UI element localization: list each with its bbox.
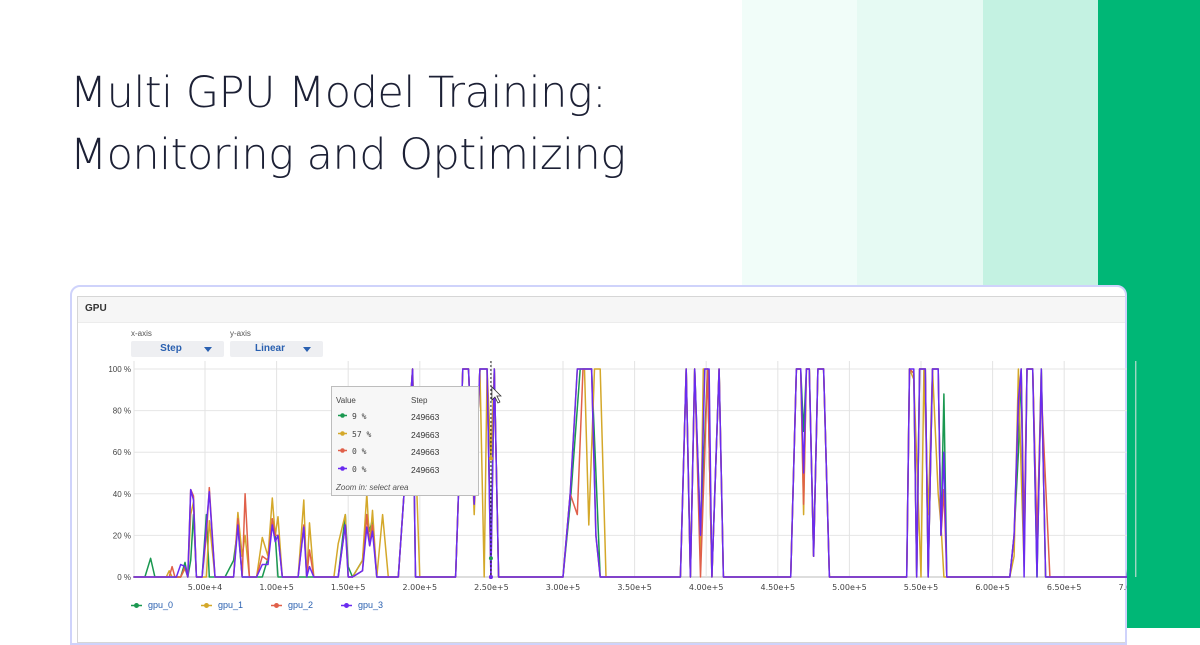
tooltip-step-header: Step bbox=[411, 396, 428, 405]
series-marker-icon bbox=[201, 603, 212, 609]
tooltip-value: 0 % bbox=[352, 464, 367, 474]
tooltip-row-gpu_0: 9 % bbox=[338, 412, 366, 421]
chart-card: GPU x-axis Step y-axis Linear bbox=[70, 285, 1127, 645]
chevron-down-icon bbox=[303, 347, 311, 352]
x-axis-control: x-axis Step bbox=[131, 329, 224, 357]
hover-point bbox=[488, 575, 493, 579]
x-tick-label: 1.00e+5 bbox=[259, 583, 294, 592]
legend-item-gpu_1[interactable]: gpu_1 bbox=[201, 600, 243, 610]
y-axis-label: y-axis bbox=[230, 329, 251, 338]
y-axis-ticks: 0 % 20 % 40 % 60 % 80 % 100 % bbox=[108, 365, 131, 582]
tooltip-row-gpu_1: 57 % bbox=[338, 430, 371, 439]
x-tick-label: 6.50e+5 bbox=[1047, 583, 1082, 592]
x-tick-label: 4.50e+5 bbox=[761, 583, 796, 592]
x-tick-label: 5.50e+5 bbox=[904, 583, 939, 592]
x-tick-label: 3.00e+5 bbox=[546, 583, 581, 592]
series-line-gpu_3 bbox=[133, 368, 1127, 578]
y-tick-label: 0 % bbox=[117, 573, 131, 582]
y-axis-control: y-axis Linear bbox=[230, 329, 323, 357]
tooltip-step: 249663 bbox=[411, 429, 440, 440]
legend-item-gpu_0[interactable]: gpu_0 bbox=[131, 600, 173, 610]
x-axis-value: Step bbox=[160, 343, 182, 354]
tooltip-step: 249663 bbox=[411, 447, 440, 457]
y-tick-label: 40 % bbox=[113, 490, 131, 499]
x-tick-label: 6.00e+5 bbox=[975, 583, 1010, 592]
legend-item-gpu_3[interactable]: gpu_3 bbox=[341, 600, 383, 610]
x-tick-label: 4.00e+5 bbox=[689, 583, 724, 592]
x-axis-select[interactable]: Step bbox=[131, 341, 224, 357]
series-marker-icon bbox=[271, 603, 282, 609]
y-tick-label: 60 % bbox=[113, 448, 131, 457]
hover-point bbox=[488, 456, 493, 461]
hover-points bbox=[488, 456, 493, 579]
y-tick-label: 100 % bbox=[108, 365, 131, 374]
y-axis-select[interactable]: Linear bbox=[230, 341, 323, 357]
y-tick-label: 20 % bbox=[113, 531, 131, 540]
mouse-pointer-icon bbox=[491, 386, 502, 404]
series-marker-icon bbox=[338, 430, 347, 439]
legend-label: gpu_1 bbox=[218, 600, 244, 610]
x-tick-label: 2.00e+5 bbox=[403, 583, 438, 592]
gpu-panel: GPU x-axis Step y-axis Linear bbox=[77, 296, 1125, 643]
tooltip-row-gpu_3: 0 % bbox=[338, 465, 366, 474]
x-tick-label: 1.50e+5 bbox=[331, 583, 366, 592]
tooltip-row-gpu_2: 0 % bbox=[338, 447, 366, 456]
x-axis-ticks: 5.00e+4 1.00e+5 1.50e+5 2.00e+5 2.50e+5 3.00e… bbox=[188, 583, 1154, 592]
panel-title: GPU bbox=[85, 303, 107, 314]
y-tick-label: 80 % bbox=[113, 407, 131, 416]
hover-point bbox=[488, 556, 493, 561]
tooltip-step: 249663 bbox=[411, 464, 440, 475]
title-line-2: Monitoring and Optimizing bbox=[70, 130, 626, 180]
x-tick-label: 2.50e+5 bbox=[474, 583, 509, 592]
chart-grid bbox=[133, 361, 1137, 578]
tooltip-value: 9 % bbox=[352, 412, 367, 421]
legend-label: gpu_0 bbox=[148, 600, 174, 610]
series-marker-icon bbox=[338, 412, 347, 421]
series-marker-icon bbox=[338, 447, 347, 456]
x-tick-label: 3.50e+5 bbox=[617, 583, 652, 592]
tooltip-zoom-hint: Zoom in: select area bbox=[336, 483, 409, 492]
chevron-down-icon bbox=[204, 347, 212, 352]
page-title: Multi GPU Model Training: Monitoring and… bbox=[70, 62, 626, 186]
x-tick-label: 7.00e+5 bbox=[1119, 583, 1154, 592]
y-axis-value: Linear bbox=[254, 343, 285, 354]
series-marker-icon bbox=[338, 465, 347, 474]
hover-tooltip: Value Step Zoom in: select area 9 % 24966… bbox=[331, 386, 479, 496]
line-chart[interactable]: 0 % 20 % 40 % 60 % 80 % 100 % 5.00e+4 1.00e+5 1… bbox=[0, 0, 1200, 628]
tooltip-value: 0 % bbox=[352, 447, 367, 456]
panel-header bbox=[78, 297, 1125, 323]
tooltip-value-header: Value bbox=[336, 396, 356, 405]
tooltip-step: 249663 bbox=[411, 412, 440, 422]
title-line-1: Multi GPU Model Training: bbox=[70, 68, 607, 118]
x-tick-label: 5.00e+5 bbox=[832, 583, 867, 592]
legend-item-gpu_2[interactable]: gpu_2 bbox=[271, 600, 313, 610]
series-marker-icon bbox=[131, 603, 142, 609]
series-marker-icon bbox=[341, 603, 352, 609]
tooltip-value: 57 % bbox=[352, 429, 372, 439]
x-axis-label: x-axis bbox=[131, 329, 152, 338]
x-tick-label: 5.00e+4 bbox=[188, 583, 223, 592]
legend-label: gpu_3 bbox=[358, 600, 384, 610]
legend-label: gpu_2 bbox=[288, 600, 314, 610]
